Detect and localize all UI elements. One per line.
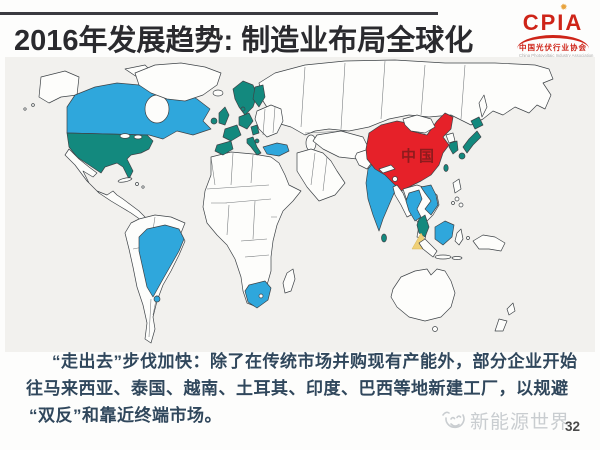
country-bangladesh <box>392 176 398 182</box>
logo-arc-icon <box>517 35 589 49</box>
western-europe <box>210 80 266 156</box>
tasmania <box>432 326 438 332</box>
watermark: 新能源世界 <box>441 407 570 434</box>
island-sulawesi <box>454 228 464 246</box>
country-norway-sweden <box>232 80 258 116</box>
africa <box>202 151 302 309</box>
watermark-text: 新能源世界 <box>470 412 571 433</box>
island-new-guinea <box>472 234 506 252</box>
philippines-island <box>454 196 460 202</box>
japan-honshu <box>462 130 482 154</box>
smiley-icon <box>442 411 465 428</box>
philippines-luzon <box>452 178 462 194</box>
country-ireland <box>210 117 218 125</box>
country-greenland <box>134 62 222 102</box>
lesotho <box>258 293 264 299</box>
sun-icon: ✹ <box>560 2 568 12</box>
great-lakes <box>133 134 143 140</box>
caribbean-island <box>141 185 145 189</box>
country-mexico-central-america <box>64 148 148 221</box>
japan-kyushu <box>458 152 466 160</box>
body-text-line-2: 往马来西亚、泰国、越南、土耳其、印度、巴西等地新建工厂，以规避 <box>26 379 569 398</box>
island-borneo <box>434 220 455 246</box>
country-south-korea <box>448 140 459 155</box>
philippines-island <box>451 201 455 205</box>
country-germany-central <box>238 112 254 130</box>
country-uk <box>218 106 230 126</box>
country-nepal <box>378 164 396 174</box>
country-myanmar <box>392 184 412 218</box>
cuba <box>117 177 133 183</box>
asia: 中国 <box>354 112 506 260</box>
country-turkey <box>262 142 290 157</box>
island-java <box>434 254 452 260</box>
body-text-line-3: “双反”和靠近终端市场。 <box>29 406 222 425</box>
country-taiwan <box>443 164 449 172</box>
country-australia <box>390 268 456 322</box>
caribbean-island <box>135 182 139 186</box>
logo-acronym: CPIA <box>522 10 584 35</box>
caspian-sea <box>305 134 317 152</box>
body-text-line-1: “走出去”步伐加快：除了在传统市场并购现有产能外，部分企业开始 <box>52 352 578 371</box>
south-america <box>124 214 186 344</box>
island-lesser-sunda <box>451 256 463 260</box>
iceland <box>212 89 224 97</box>
hudson-bay <box>144 94 170 124</box>
country-alaska <box>38 70 80 104</box>
country-thailand <box>405 189 423 222</box>
world-map-svg: 中国 <box>23 59 554 344</box>
new-zealand-north <box>506 302 516 316</box>
country-south-africa <box>244 280 272 309</box>
island-maluku <box>466 236 470 240</box>
country-russia <box>258 59 554 136</box>
cpia-logo: ✹ CPIA 中国光伏行业协会 China Photovoltaic Indus… <box>513 2 593 59</box>
madagascar <box>282 268 296 294</box>
new-zealand-south <box>494 318 508 332</box>
country-balkans <box>250 124 260 136</box>
island-sumatra <box>418 238 438 258</box>
logo-org-name-cn: 中国光伏行业协会 <box>519 43 587 53</box>
country-sri-lanka <box>381 233 387 243</box>
country-denmark <box>240 106 246 112</box>
eastern-europe <box>254 104 284 138</box>
page-number: 32 <box>565 419 581 434</box>
sakhalin <box>478 94 488 118</box>
country-north-korea <box>445 132 456 144</box>
china-label: 中国 <box>401 147 437 165</box>
country-malaysia <box>416 214 430 238</box>
slide-title: 2016年发展趋势: 制造业布局全球化 <box>14 25 474 57</box>
philippines-island <box>458 202 464 208</box>
japan-hokkaido <box>470 116 484 130</box>
country-vietnam <box>420 184 439 216</box>
country-france <box>222 124 242 142</box>
country-uruguay <box>153 295 161 303</box>
title-rule <box>0 12 438 15</box>
country-greece <box>254 138 260 144</box>
eurasia <box>254 59 554 202</box>
country-iberia <box>214 140 234 156</box>
country-italy <box>246 136 262 156</box>
arabian-peninsula <box>296 148 346 202</box>
africa-outline <box>202 151 302 308</box>
world-map: 中国 <box>5 57 595 352</box>
country-finland <box>252 84 266 108</box>
oceania <box>390 268 516 332</box>
country-brazil <box>138 224 185 298</box>
great-lakes <box>119 133 131 139</box>
logo-org-name-en: China Photovoltaic Industry Association <box>519 54 593 59</box>
country-mongolia <box>402 114 436 134</box>
